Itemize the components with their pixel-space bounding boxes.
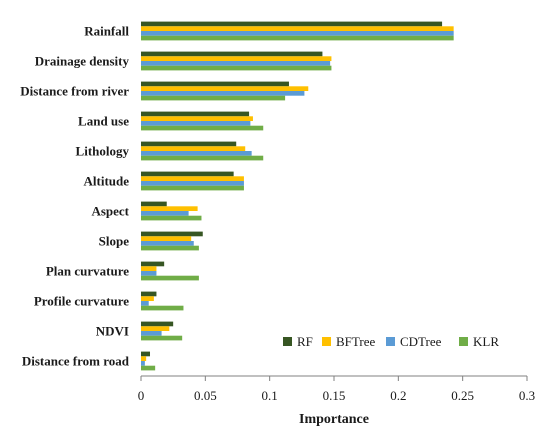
bar-ndvi-bftree	[141, 326, 170, 331]
bar-drainage-density-klr	[141, 65, 332, 71]
legend-label-cdtree: CDTree	[400, 334, 442, 349]
x-tick-label: 0.05	[194, 388, 217, 403]
category-label: Altitude	[84, 174, 130, 189]
bar-aspect-rf	[141, 201, 167, 207]
bar-distance-from-river-klr	[141, 95, 286, 101]
category-labels: Rainfall Drainage density Distance from ri…	[20, 24, 130, 369]
bar-profile-curvature-rf	[141, 291, 157, 297]
bar-profile-curvature-klr	[141, 305, 184, 311]
bar-plan-curvature-cdtree	[141, 271, 157, 276]
legend-label-rf: RF	[297, 334, 313, 349]
bar-land-use-cdtree	[141, 121, 251, 126]
legend-label-bftree: BFTree	[336, 334, 375, 349]
category-label: Lithology	[76, 144, 130, 159]
x-tick-label: 0.1	[262, 388, 278, 403]
legend-label-klr: KLR	[473, 334, 499, 349]
bar-ndvi-rf	[141, 321, 174, 327]
bar-slope-klr	[141, 245, 199, 251]
legend-swatch-rf	[283, 337, 292, 346]
x-tick-label: 0.3	[519, 388, 535, 403]
bar-altitude-bftree	[141, 176, 244, 181]
bar-rainfall-bftree	[141, 26, 454, 31]
bar-distance-from-river-cdtree	[141, 91, 305, 96]
category-label: Rainfall	[84, 24, 129, 39]
bar-distance-from-road-cdtree	[141, 361, 145, 366]
bar-slope-rf	[141, 231, 203, 237]
bar-rainfall-cdtree	[141, 31, 454, 36]
category-label: Aspect	[91, 204, 129, 219]
bar-distance-from-road-bftree	[141, 356, 147, 361]
category-label: NDVI	[96, 324, 129, 339]
bar-rainfall-rf	[141, 21, 443, 27]
bar-lithology-rf	[141, 141, 237, 147]
bar-plan-curvature-klr	[141, 275, 199, 281]
bar-aspect-bftree	[141, 206, 198, 211]
bar-drainage-density-rf	[141, 51, 323, 57]
bar-plan-curvature-bftree	[141, 266, 157, 271]
category-label: Slope	[99, 234, 130, 249]
legend: RF BFTree CDTree KLR	[283, 334, 499, 349]
bar-distance-from-river-bftree	[141, 86, 309, 91]
category-label: Profile curvature	[34, 294, 129, 309]
bar-drainage-density-bftree	[141, 56, 332, 61]
category-label: Distance from road	[22, 354, 130, 369]
bar-profile-curvature-bftree	[141, 296, 154, 301]
x-tick-label: 0.25	[451, 388, 474, 403]
bar-altitude-rf	[141, 171, 234, 177]
bar-slope-cdtree	[141, 241, 194, 246]
x-axis-title: Importance	[299, 412, 369, 427]
bar-ndvi-klr	[141, 335, 183, 341]
bar-lithology-bftree	[141, 146, 246, 151]
bar-land-use-rf	[141, 111, 250, 117]
bar-altitude-klr	[141, 185, 244, 191]
bars-group	[141, 21, 454, 371]
legend-swatch-klr	[459, 337, 468, 346]
x-tick-label: 0.15	[323, 388, 346, 403]
bar-distance-from-river-rf	[141, 81, 289, 87]
bar-land-use-klr	[141, 125, 264, 131]
bar-distance-from-road-rf	[141, 351, 151, 357]
bar-distance-from-road-klr	[141, 365, 156, 371]
category-label: Plan curvature	[46, 264, 129, 279]
bar-lithology-klr	[141, 155, 264, 161]
category-label: Drainage density	[35, 54, 130, 69]
bar-ndvi-cdtree	[141, 331, 162, 336]
x-tick-labels: 0 0.05 0.1 0.15 0.2 0.25 0.3	[138, 376, 535, 403]
bar-plan-curvature-rf	[141, 261, 165, 267]
bar-rainfall-klr	[141, 35, 454, 41]
legend-swatch-bftree	[322, 337, 331, 346]
category-label: Land use	[78, 114, 129, 129]
bar-altitude-cdtree	[141, 181, 244, 186]
category-label: Distance from river	[20, 84, 129, 99]
legend-swatch-cdtree	[386, 337, 395, 346]
bar-aspect-cdtree	[141, 211, 189, 216]
bar-drainage-density-cdtree	[141, 61, 331, 66]
x-tick-label: 0.2	[390, 388, 406, 403]
bar-aspect-klr	[141, 215, 202, 221]
bar-slope-bftree	[141, 236, 192, 241]
x-tick-label: 0	[138, 388, 145, 403]
bar-lithology-cdtree	[141, 151, 252, 156]
bar-land-use-bftree	[141, 116, 253, 121]
bar-profile-curvature-cdtree	[141, 301, 149, 306]
